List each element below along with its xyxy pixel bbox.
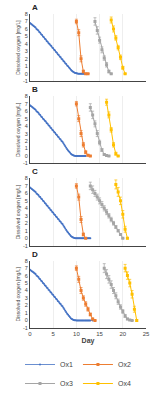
svg-text:1: 1 <box>25 145 28 151</box>
svg-text:2: 2 <box>25 56 28 62</box>
svg-text:Ox4: Ox4 <box>118 380 131 387</box>
svg-text:8: 8 <box>25 175 28 181</box>
svg-text:20: 20 <box>119 331 126 337</box>
svg-text:4: 4 <box>25 205 28 211</box>
svg-text:-1: -1 <box>23 78 28 84</box>
svg-text:25: 25 <box>143 331 150 337</box>
svg-text:3: 3 <box>25 213 28 219</box>
svg-text:1: 1 <box>25 228 28 234</box>
svg-text:2: 2 <box>25 220 28 226</box>
svg-text:0: 0 <box>25 71 28 77</box>
svg-text:Dissolved oxygen [mg/L]: Dissolved oxygen [mg/L] <box>15 20 21 75</box>
svg-text:-1: -1 <box>23 160 28 166</box>
svg-text:2: 2 <box>25 138 28 144</box>
svg-text:B: B <box>32 85 38 94</box>
svg-text:0: 0 <box>28 331 32 337</box>
svg-text:7: 7 <box>25 183 28 189</box>
svg-text:6: 6 <box>25 26 28 32</box>
svg-text:3: 3 <box>25 48 28 54</box>
svg-text:1: 1 <box>25 310 28 316</box>
svg-text:0: 0 <box>25 153 28 159</box>
svg-text:5: 5 <box>25 198 28 204</box>
svg-text:Dissolved oxygen [mg/L]: Dissolved oxygen [mg/L] <box>15 266 21 321</box>
svg-text:8: 8 <box>25 93 28 99</box>
svg-text:5: 5 <box>25 280 28 286</box>
svg-text:10: 10 <box>73 331 80 337</box>
svg-text:4: 4 <box>25 41 28 47</box>
svg-text:5: 5 <box>52 331 56 337</box>
svg-text:6: 6 <box>25 108 28 114</box>
svg-text:7: 7 <box>25 18 28 24</box>
svg-text:6: 6 <box>25 190 28 196</box>
svg-text:Day: Day <box>82 337 95 345</box>
svg-text:0: 0 <box>25 235 28 241</box>
svg-text:-1: -1 <box>23 243 28 249</box>
svg-text:A: A <box>32 3 38 12</box>
svg-text:D: D <box>32 250 38 259</box>
svg-text:3: 3 <box>25 295 28 301</box>
svg-text:Ox3: Ox3 <box>60 380 73 387</box>
svg-text:Ox1: Ox1 <box>60 361 73 368</box>
svg-text:1: 1 <box>25 63 28 69</box>
svg-text:2: 2 <box>25 302 28 308</box>
svg-text:7: 7 <box>25 101 28 107</box>
svg-text:7: 7 <box>25 265 28 271</box>
svg-text:4: 4 <box>25 287 28 293</box>
svg-text:5: 5 <box>25 33 28 39</box>
svg-text:Ox2: Ox2 <box>118 361 131 368</box>
svg-text:Dissolved oxygen [mg/L]: Dissolved oxygen [mg/L] <box>15 102 21 157</box>
svg-text:-1: -1 <box>23 325 28 331</box>
svg-text:Dissolved oxygen [mg/L]: Dissolved oxygen [mg/L] <box>15 184 21 239</box>
svg-text:4: 4 <box>25 123 28 129</box>
svg-text:0: 0 <box>25 317 28 323</box>
svg-text:8: 8 <box>25 258 28 264</box>
svg-text:6: 6 <box>25 273 28 279</box>
svg-text:3: 3 <box>25 130 28 136</box>
svg-text:8: 8 <box>25 11 28 17</box>
svg-text:C: C <box>32 167 38 176</box>
svg-text:15: 15 <box>96 331 103 337</box>
svg-text:5: 5 <box>25 116 28 122</box>
